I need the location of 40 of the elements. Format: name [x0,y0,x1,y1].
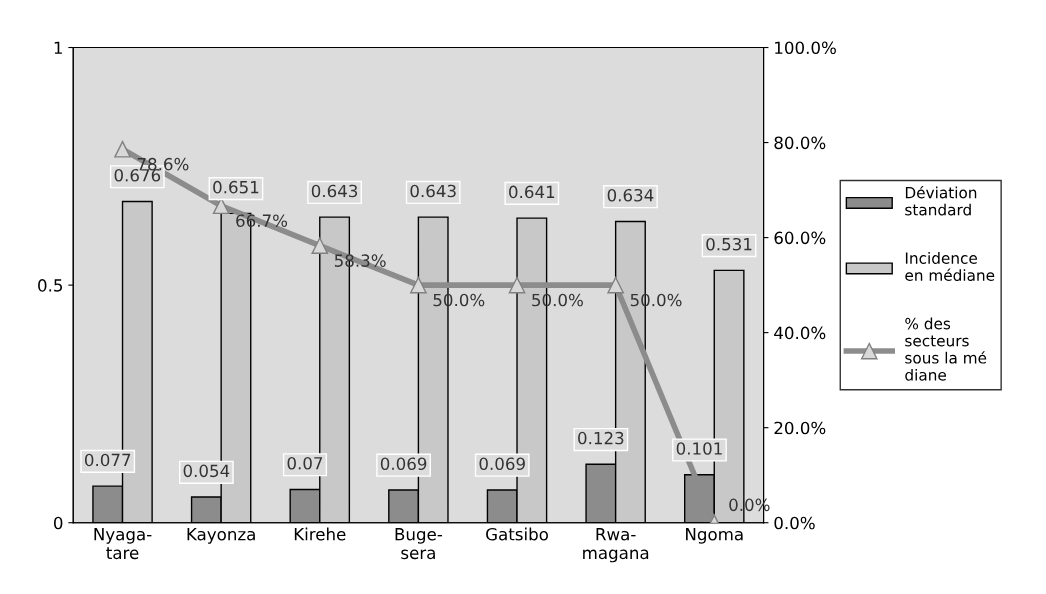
data-label: 0.634 [607,188,654,202]
y-tick-label: 0.5 [38,279,63,292]
point [607,276,624,294]
point [410,276,427,294]
y2-tick-label: 60.0% [774,231,826,245]
data-label: 0.069 [479,457,525,471]
data-label: 66.7% [236,214,288,227]
x-tick-label: Kirehe [294,527,346,541]
x-tick-label: Gatsibo [486,527,548,541]
data-label: 0.643 [311,184,358,198]
data-label: 0.101 [676,442,722,455]
x-tick-label: Nyaga- tare [94,528,152,560]
y2-tick-label: 100.0% [775,41,836,55]
legend-label: Incidence en médiane [905,252,995,281]
data-label: 58.3% [334,254,386,267]
data-label: 0.643 [410,184,456,198]
x-tick-label: Buge- sera [395,528,443,560]
y-tick-label: 1 [54,41,62,54]
data-label: 0.641 [509,185,555,199]
data-label: 0.07 [287,456,323,470]
data-label: 0.077 [84,453,131,467]
data-label: 0.531 [706,237,752,251]
data-label: 0.123 [578,431,624,445]
x-tick-label: Rwa- magana [583,528,649,563]
point [114,140,131,158]
data-label: 0.054 [183,464,230,478]
legend-label: Déviation standard [905,185,977,216]
data-label: 0.069 [380,457,427,471]
y2-tick-label: 80.0% [774,136,826,150]
data-label: 0.651 [213,180,259,194]
y2-tick-label: 40.0% [774,326,826,340]
legend-label: % des secteurs sous la mé diane [905,317,987,381]
y2-tick-label: 0.0% [774,516,815,530]
x-tick-label: Ngoma [686,528,743,544]
data-label: 78.6% [137,157,189,171]
y2-tick-label: 20.0% [774,421,826,435]
y-tick-label: 0 [53,516,63,530]
point [508,276,526,294]
point [311,237,329,255]
x-tick-label: Kayonza [187,528,255,544]
